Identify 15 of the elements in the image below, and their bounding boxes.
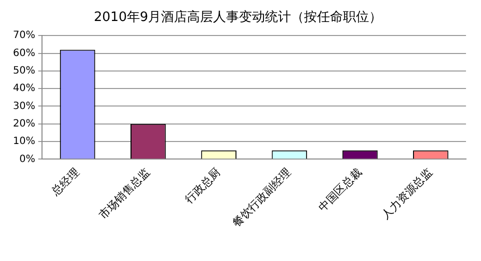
y-tick-label: 70% [12, 30, 36, 42]
x-tick-label: 市场销售总监 [96, 166, 152, 222]
x-tick-label: 人力资源总监 [378, 166, 435, 222]
x-tick-label: 总经理 [48, 166, 82, 200]
y-tick-label: 60% [12, 48, 36, 59]
x-tick-label: 中国区总裁 [316, 166, 364, 214]
y-tick-label: 0% [19, 154, 36, 165]
y-tick-label: 40% [12, 83, 36, 94]
y-tick-label: 50% [12, 66, 36, 77]
x-tick-label: 餐饮行政副经理 [230, 166, 294, 230]
chart-title: 2010年9月酒店高层人事变动统计（按任命职位） [94, 9, 382, 26]
y-tick-label: 30% [12, 100, 36, 112]
y-tick-label: 10% [12, 136, 36, 148]
y-tick-label: 20% [12, 118, 36, 130]
x-tick-label: 行政总厨 [182, 166, 223, 206]
